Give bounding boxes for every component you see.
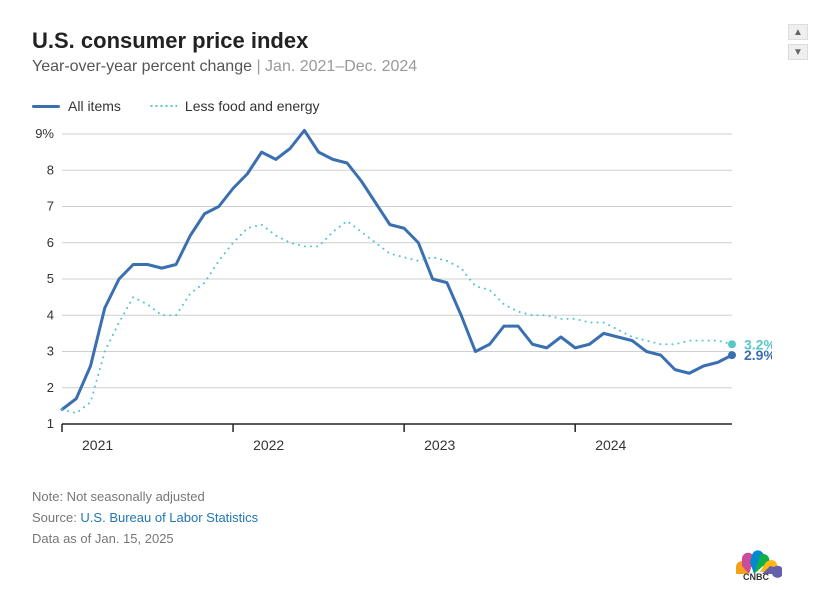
legend-item-all-items: All items xyxy=(32,98,121,114)
svg-text:7: 7 xyxy=(47,199,54,214)
svg-text:8: 8 xyxy=(47,162,54,177)
subtitle-range: Jan. 2021–Dec. 2024 xyxy=(265,58,417,75)
subtitle-lead: Year-over-year percent change xyxy=(32,58,252,75)
chart-area: 123456789%20212022202320242.9%3.2% xyxy=(32,124,782,469)
scroll-down-button[interactable]: ▼ xyxy=(788,44,808,60)
svg-text:9%: 9% xyxy=(35,126,54,141)
footer-note: Note: Not seasonally adjusted xyxy=(32,487,782,508)
svg-text:2021: 2021 xyxy=(82,437,113,453)
scroll-up-button[interactable]: ▲ xyxy=(788,24,808,40)
subtitle-separator: | xyxy=(256,58,265,75)
source-link[interactable]: U.S. Bureau of Labor Statistics xyxy=(80,510,258,525)
legend-item-core: Less food and energy xyxy=(149,98,320,114)
footer-asof: Data as of Jan. 15, 2025 xyxy=(32,529,782,550)
scroll-arrows: ▲ ▼ xyxy=(788,24,808,60)
svg-text:3.2%: 3.2% xyxy=(744,336,772,352)
legend-label: Less food and energy xyxy=(185,98,320,114)
svg-text:6: 6 xyxy=(47,235,54,250)
svg-text:5: 5 xyxy=(47,271,54,286)
legend-swatch-dotted xyxy=(149,105,177,107)
chart-subtitle: Year-over-year percent change | Jan. 202… xyxy=(32,58,782,76)
cnbc-logo: CNBC xyxy=(730,549,782,586)
svg-text:2024: 2024 xyxy=(595,437,626,453)
chart-footer: Note: Not seasonally adjusted Source: U.… xyxy=(32,487,782,549)
source-prefix: Source: xyxy=(32,510,80,525)
svg-text:2023: 2023 xyxy=(424,437,455,453)
svg-text:1: 1 xyxy=(47,416,54,431)
svg-text:2022: 2022 xyxy=(253,437,284,453)
chart-title: U.S. consumer price index xyxy=(32,28,782,54)
legend: All items Less food and energy xyxy=(32,98,782,114)
legend-label: All items xyxy=(68,98,121,114)
svg-text:2: 2 xyxy=(47,380,54,395)
svg-text:3: 3 xyxy=(47,344,54,359)
footer-source: Source: U.S. Bureau of Labor Statistics xyxy=(32,508,782,529)
svg-text:CNBC: CNBC xyxy=(743,572,769,581)
legend-swatch-solid xyxy=(32,105,60,108)
line-chart-svg: 123456789%20212022202320242.9%3.2% xyxy=(32,124,772,464)
svg-text:4: 4 xyxy=(47,307,54,322)
